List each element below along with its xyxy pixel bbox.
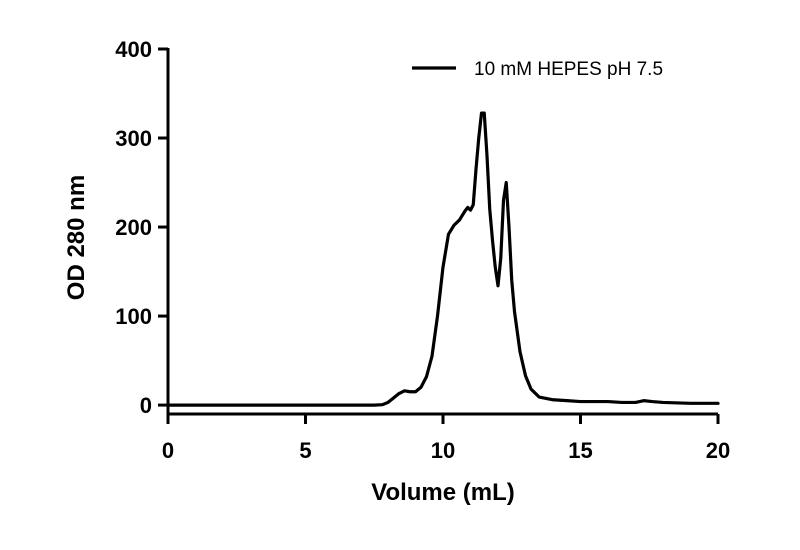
legend-label: 10 mM HEPES pH 7.5 — [474, 59, 663, 80]
x-tick-label: 20 — [706, 438, 730, 463]
ticks: 0 100 200 300 400 0 5 10 15 20 — [115, 37, 730, 463]
x-tick-label: 0 — [162, 438, 174, 463]
y-tick-label: 0 — [140, 393, 152, 418]
y-tick-label: 100 — [115, 304, 152, 329]
series-layer — [166, 111, 720, 407]
y-tick-label: 300 — [115, 126, 152, 151]
x-tick-label: 10 — [431, 438, 455, 463]
x-axis-title: Volume (mL) — [371, 479, 515, 506]
y-axis-title: OD 280 nm — [63, 175, 90, 300]
y-tick-label: 200 — [115, 215, 152, 240]
series-line — [166, 111, 720, 407]
x-tick-label: 5 — [299, 438, 311, 463]
legend: 10 mM HEPES pH 7.5 — [412, 59, 663, 80]
x-tick-label: 15 — [568, 438, 592, 463]
axes — [166, 48, 718, 416]
y-tick-label: 400 — [115, 37, 152, 62]
